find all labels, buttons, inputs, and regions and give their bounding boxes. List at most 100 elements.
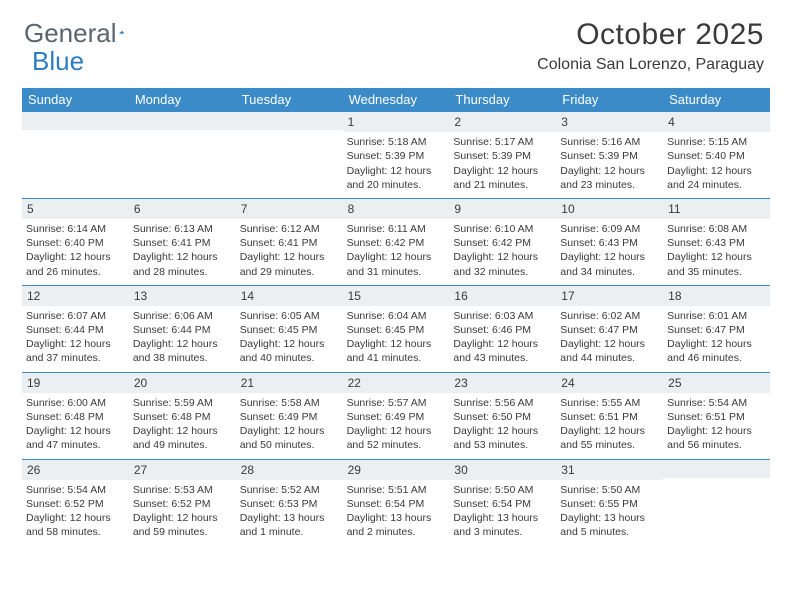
cell-text: Daylight: 12 hours bbox=[560, 164, 659, 178]
cell-text: Sunset: 5:39 PM bbox=[560, 149, 659, 163]
cell-text: Daylight: 12 hours bbox=[560, 250, 659, 264]
day-number: 31 bbox=[556, 460, 663, 480]
day-number: 8 bbox=[343, 199, 450, 219]
day-number: 18 bbox=[663, 286, 770, 306]
day-cell: 27Sunrise: 5:53 AMSunset: 6:52 PMDayligh… bbox=[129, 460, 236, 546]
day-cell: 22Sunrise: 5:57 AMSunset: 6:49 PMDayligh… bbox=[343, 373, 450, 459]
cell-text: and 53 minutes. bbox=[453, 438, 552, 452]
week-row: 5Sunrise: 6:14 AMSunset: 6:40 PMDaylight… bbox=[22, 198, 770, 285]
cell-text: Daylight: 13 hours bbox=[347, 511, 446, 525]
cell-text: Daylight: 12 hours bbox=[347, 424, 446, 438]
cell-text: Daylight: 12 hours bbox=[26, 337, 125, 351]
cell-text: and 21 minutes. bbox=[453, 178, 552, 192]
cell-text: and 43 minutes. bbox=[453, 351, 552, 365]
logo-icon bbox=[119, 21, 124, 43]
cell-text: Sunrise: 6:10 AM bbox=[453, 222, 552, 236]
cell-text: and 37 minutes. bbox=[26, 351, 125, 365]
cell-text: Daylight: 12 hours bbox=[453, 337, 552, 351]
cell-text: Sunrise: 6:09 AM bbox=[560, 222, 659, 236]
cell-text: Sunset: 6:47 PM bbox=[667, 323, 766, 337]
logo-text-1: General bbox=[24, 18, 117, 49]
cell-text: Sunrise: 6:07 AM bbox=[26, 309, 125, 323]
cell-text: Daylight: 12 hours bbox=[240, 337, 339, 351]
cell-text: Sunrise: 5:54 AM bbox=[667, 396, 766, 410]
cell-text: Daylight: 12 hours bbox=[347, 164, 446, 178]
day-number: 10 bbox=[556, 199, 663, 219]
day-cell: 30Sunrise: 5:50 AMSunset: 6:54 PMDayligh… bbox=[449, 460, 556, 546]
cell-text: Sunset: 6:45 PM bbox=[347, 323, 446, 337]
day-cell bbox=[663, 460, 770, 546]
cell-text: Sunrise: 6:08 AM bbox=[667, 222, 766, 236]
day-number: 20 bbox=[129, 373, 236, 393]
day-cell: 28Sunrise: 5:52 AMSunset: 6:53 PMDayligh… bbox=[236, 460, 343, 546]
cell-text: Daylight: 12 hours bbox=[133, 250, 232, 264]
cell-text: Sunset: 6:47 PM bbox=[560, 323, 659, 337]
day-number: 5 bbox=[22, 199, 129, 219]
day-cell: 23Sunrise: 5:56 AMSunset: 6:50 PMDayligh… bbox=[449, 373, 556, 459]
cell-text: Sunset: 6:43 PM bbox=[667, 236, 766, 250]
cell-text: Daylight: 12 hours bbox=[133, 511, 232, 525]
day-number bbox=[22, 112, 129, 130]
day-cell: 24Sunrise: 5:55 AMSunset: 6:51 PMDayligh… bbox=[556, 373, 663, 459]
cell-text: Sunrise: 6:03 AM bbox=[453, 309, 552, 323]
cell-text: Sunrise: 5:15 AM bbox=[667, 135, 766, 149]
day-number: 28 bbox=[236, 460, 343, 480]
day-number bbox=[129, 112, 236, 130]
cell-text: and 44 minutes. bbox=[560, 351, 659, 365]
cell-text: and 50 minutes. bbox=[240, 438, 339, 452]
day-cell: 16 Sunrise: 6:03 AMSunset: 6:46 PMDayligh… bbox=[449, 286, 556, 372]
cell-text: and 1 minute. bbox=[240, 525, 339, 539]
day-header-cell: Wednesday bbox=[343, 88, 450, 112]
day-cell: 10Sunrise: 6:09 AMSunset: 6:43 PMDayligh… bbox=[556, 199, 663, 285]
cell-text: Sunset: 6:44 PM bbox=[26, 323, 125, 337]
cell-text: Sunrise: 6:02 AM bbox=[560, 309, 659, 323]
title-block: October 2025 Colonia San Lorenzo, Paragu… bbox=[537, 18, 764, 74]
cell-text: Daylight: 12 hours bbox=[347, 250, 446, 264]
day-number bbox=[236, 112, 343, 130]
day-cell: 5Sunrise: 6:14 AMSunset: 6:40 PMDaylight… bbox=[22, 199, 129, 285]
day-number: 17 bbox=[556, 286, 663, 306]
cell-text: Sunrise: 5:59 AM bbox=[133, 396, 232, 410]
cell-text: and 59 minutes. bbox=[133, 525, 232, 539]
cell-text: Sunset: 6:42 PM bbox=[347, 236, 446, 250]
day-cell: 20Sunrise: 5:59 AMSunset: 6:48 PMDayligh… bbox=[129, 373, 236, 459]
cell-text: and 26 minutes. bbox=[26, 265, 125, 279]
cell-text: Daylight: 12 hours bbox=[667, 337, 766, 351]
cell-text: Sunset: 6:42 PM bbox=[453, 236, 552, 250]
day-cell: 1Sunrise: 5:18 AMSunset: 5:39 PMDaylight… bbox=[343, 112, 450, 198]
cell-text: Sunrise: 5:17 AM bbox=[453, 135, 552, 149]
cell-text: Sunrise: 5:54 AM bbox=[26, 483, 125, 497]
cell-text: Daylight: 12 hours bbox=[667, 250, 766, 264]
day-number: 9 bbox=[449, 199, 556, 219]
day-number: 16 bbox=[449, 286, 556, 306]
cell-text: Sunset: 6:55 PM bbox=[560, 497, 659, 511]
cell-text: and 29 minutes. bbox=[240, 265, 339, 279]
cell-text: Daylight: 13 hours bbox=[453, 511, 552, 525]
day-cell: 25Sunrise: 5:54 AMSunset: 6:51 PMDayligh… bbox=[663, 373, 770, 459]
cell-text: Sunset: 6:45 PM bbox=[240, 323, 339, 337]
day-number: 24 bbox=[556, 373, 663, 393]
cell-text: Daylight: 12 hours bbox=[667, 424, 766, 438]
day-header-cell: Tuesday bbox=[236, 88, 343, 112]
day-header-cell: Monday bbox=[129, 88, 236, 112]
cell-text: and 46 minutes. bbox=[667, 351, 766, 365]
cell-text: Sunset: 6:48 PM bbox=[133, 410, 232, 424]
header: General October 2025 Colonia San Lorenzo… bbox=[0, 0, 792, 82]
cell-text: Daylight: 12 hours bbox=[347, 337, 446, 351]
day-number: 21 bbox=[236, 373, 343, 393]
cell-text: Sunset: 6:46 PM bbox=[453, 323, 552, 337]
day-number: 11 bbox=[663, 199, 770, 219]
week-row: 12Sunrise: 6:07 AMSunset: 6:44 PMDayligh… bbox=[22, 285, 770, 372]
day-cell: 21Sunrise: 5:58 AMSunset: 6:49 PMDayligh… bbox=[236, 373, 343, 459]
cell-text: Sunset: 6:44 PM bbox=[133, 323, 232, 337]
day-cell: 2Sunrise: 5:17 AMSunset: 5:39 PMDaylight… bbox=[449, 112, 556, 198]
cell-text: Sunrise: 5:50 AM bbox=[453, 483, 552, 497]
day-cell: 7Sunrise: 6:12 AMSunset: 6:41 PMDaylight… bbox=[236, 199, 343, 285]
day-number: 26 bbox=[22, 460, 129, 480]
cell-text: and 32 minutes. bbox=[453, 265, 552, 279]
cell-text: Sunset: 6:40 PM bbox=[26, 236, 125, 250]
cell-text: Daylight: 12 hours bbox=[240, 250, 339, 264]
day-header-cell: Saturday bbox=[663, 88, 770, 112]
cell-text: Daylight: 12 hours bbox=[453, 424, 552, 438]
cell-text: and 38 minutes. bbox=[133, 351, 232, 365]
